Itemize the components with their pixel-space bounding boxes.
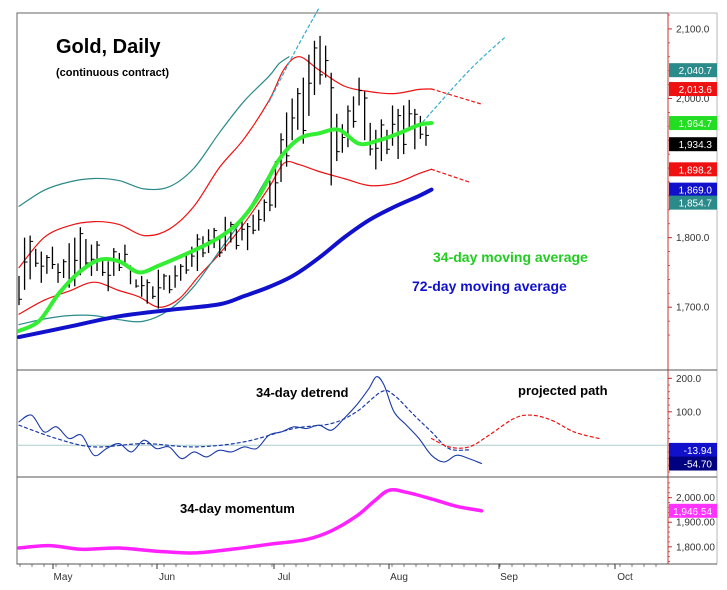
outer-frame — [16, 12, 718, 565]
x-tick-label: May — [54, 572, 73, 583]
outer-upper-band-line — [18, 56, 290, 207]
x-tick-label: Sep — [500, 572, 518, 583]
value-badge-label: 2,040.7 — [679, 66, 713, 77]
momentum-label: 34-day momentum — [180, 501, 295, 516]
y-tick-label: 100.0 — [676, 407, 701, 418]
projected-path-line — [430, 414, 600, 449]
34-day-moving-average-line — [17, 121, 434, 333]
detrend-label: 34-day detrend — [256, 385, 349, 400]
price-bars-layer — [18, 35, 429, 309]
x-tick-label: Jun — [159, 572, 175, 583]
ma72-label: 72-day moving average — [412, 278, 567, 294]
y-tick-label: 2,000.0 — [676, 94, 710, 105]
value-badge-label: 1,964.7 — [679, 119, 713, 130]
outer-lower-band-line — [18, 152, 285, 326]
value-badge — [669, 456, 717, 471]
y-tick-label: 200.0 — [676, 374, 701, 385]
badges-layer: 2,040.7 2,013.6 1,964.7 1,934.3 1,898.2 1,869… — [669, 63, 717, 518]
y-tick-label: 1,800.0 — [676, 233, 710, 244]
value-badge — [669, 195, 717, 210]
value-badge — [669, 63, 717, 78]
upper-projection-2-line — [418, 35, 508, 127]
chart-subtitle: (continuous contract) — [56, 67, 169, 79]
detrend-smooth-line — [18, 389, 470, 451]
value-badge-label: -54.70 — [684, 460, 713, 471]
value-badge — [669, 162, 717, 177]
x-tick-label: Aug — [390, 572, 408, 583]
value-badge-label: 1,869.0 — [679, 186, 713, 197]
value-badge — [669, 182, 717, 197]
value-badge-label: 1,854.7 — [679, 199, 713, 210]
y-tick-label: 2,100.0 — [676, 24, 710, 35]
value-badge — [669, 82, 717, 97]
y-tick-label: 1,800.00 — [676, 542, 715, 553]
chart-title: Gold, Daily — [56, 36, 161, 58]
upper-projection-line — [268, 7, 320, 103]
axis-layer: 1,700.01,800.01,900.02,000.02,100.0100.0… — [19, 14, 715, 583]
x-tick-label: Oct — [617, 572, 633, 583]
value-badge-label: 2,013.6 — [679, 85, 713, 96]
value-badge-label: 1,946.54 — [673, 507, 712, 518]
x-tick-label: Jul — [278, 572, 291, 583]
34-day-detrend-line — [18, 376, 483, 465]
value-badge — [669, 503, 717, 518]
ma34-label: 34-day moving average — [433, 249, 588, 265]
value-badge — [669, 137, 717, 152]
34-day-momentum-line — [17, 488, 484, 555]
lines-layer — [17, 121, 600, 555]
value-badge-label: 1,898.2 — [679, 165, 713, 176]
value-badge-label: 1,934.3 — [679, 140, 713, 151]
value-badge-label: -13.94 — [684, 446, 713, 457]
y-tick-label: 1,900.00 — [676, 518, 715, 529]
value-badge — [669, 116, 717, 131]
upper-envelope-line — [18, 56, 433, 269]
upper-envelope-projection-line — [430, 88, 483, 105]
y-tick-label: 2,000.00 — [676, 493, 715, 504]
lower-envelope-projection-line — [430, 168, 470, 183]
y-tick-label: 1,700.0 — [676, 303, 710, 314]
projected-path-label: projected path — [518, 383, 608, 398]
72-day-moving-average-line — [17, 187, 434, 340]
value-badge — [669, 442, 717, 457]
